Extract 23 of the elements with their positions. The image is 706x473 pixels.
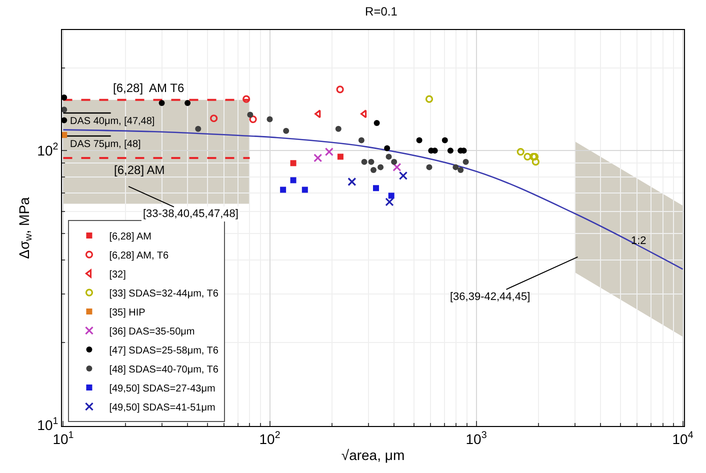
x-tick-label: 10$^{2}$ — [259, 430, 280, 447]
annotation: [36,39-42,44,45] — [450, 291, 530, 303]
legend-label: [49,50] SDAS=27-43μm — [109, 383, 216, 394]
x-tick-label: 10$^{4}$ — [672, 430, 694, 447]
legend-label: [33] SDAS=32-44μm, T6 — [109, 288, 219, 300]
legend-label: [32] — [109, 269, 126, 280]
legend-label: [47] SDAS=25-58μm, T6 — [109, 345, 219, 356]
legend-label: [6,28] AM — [109, 231, 152, 242]
x-tick-label: 10$^{1}$ — [52, 430, 74, 447]
legend-label: [49,50] SDAS=41-51μm — [109, 402, 216, 414]
annotation: [6,28] AM — [114, 163, 165, 177]
annotation: DAS 75μm, [48] — [70, 139, 142, 150]
legend-label: [35] HIP — [109, 307, 146, 318]
annotation: [33-38,40,45,47,48] — [143, 208, 238, 220]
x-axis-title: √area, μm — [341, 447, 405, 464]
annotation: DAS 40μm, [47,48] — [70, 116, 155, 127]
annotation: [6,28] AM T6 — [113, 81, 184, 95]
legend-label: [6,28] AM, T6 — [109, 250, 169, 262]
chart-title: R=0.1 — [365, 4, 398, 18]
legend-label: [48] SDAS=40-70μm, T6 — [109, 364, 219, 376]
legend-label: [36] DAS=35-50μm — [109, 326, 195, 338]
annotation: 1:2 — [631, 235, 646, 247]
x-tick-label: 10$^{3}$ — [466, 430, 488, 447]
